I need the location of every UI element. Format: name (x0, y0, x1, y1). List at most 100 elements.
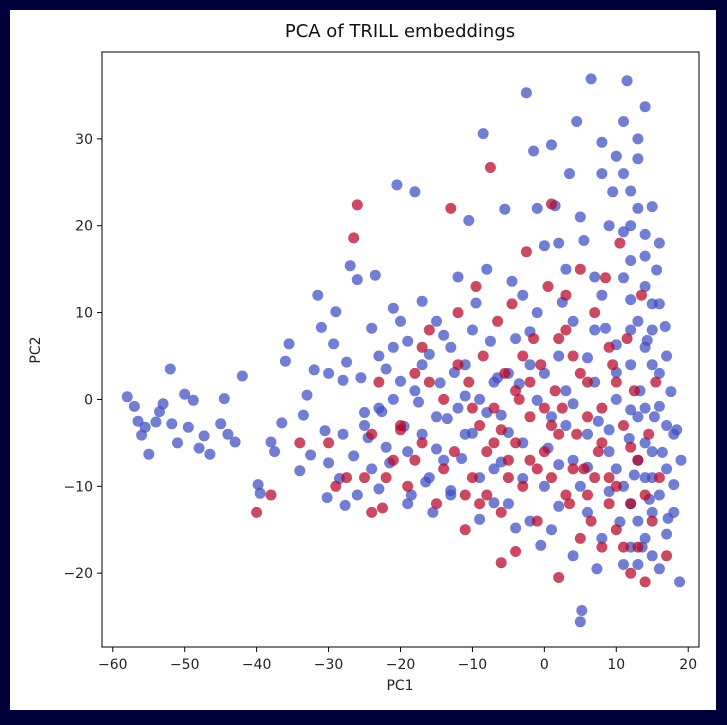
scatter-point (639, 532, 651, 544)
scatter-point (585, 73, 597, 85)
scatter-point (646, 359, 658, 371)
scatter-point (646, 446, 658, 458)
scatter-point (589, 324, 601, 336)
scatter-point (474, 498, 486, 510)
scatter-point (377, 502, 388, 514)
scatter-point (301, 389, 313, 401)
scatter-point (549, 385, 561, 397)
scatter-point (402, 480, 414, 492)
scatter-point (653, 400, 665, 412)
scatter-point (373, 483, 385, 495)
scatter-point (596, 136, 608, 148)
scatter-point (632, 315, 644, 327)
scatter-point (625, 441, 637, 453)
scatter-point (582, 489, 593, 501)
scatter-point (229, 436, 241, 448)
scatter-point (265, 489, 277, 501)
scatter-point (499, 203, 511, 215)
scatter-point (574, 480, 586, 492)
scatter-point (524, 454, 536, 466)
scatter-point (632, 541, 644, 553)
scatter-point (632, 133, 644, 145)
scatter-point (463, 376, 475, 388)
scatter-point (653, 489, 665, 501)
scatter-point (625, 220, 637, 232)
scatter-point (276, 417, 288, 429)
y-tick-label: −10 (63, 479, 93, 495)
scatter-point (648, 411, 660, 423)
scatter-point (592, 446, 604, 458)
scatter-point (661, 420, 673, 431)
scatter-point (517, 480, 529, 492)
scatter-point (621, 75, 633, 87)
scatter-point (625, 185, 637, 197)
x-tick-label: 0 (540, 657, 549, 673)
scatter-point (567, 315, 579, 327)
scatter-point (481, 489, 493, 501)
scatter-point (431, 498, 442, 510)
y-tick-label: 0 (84, 392, 93, 408)
scatter-point (607, 359, 619, 371)
scatter-point (632, 202, 644, 214)
scatter-point (546, 420, 557, 431)
scatter-point (150, 416, 162, 428)
scatter-point (337, 428, 349, 440)
scatter-point (560, 420, 572, 431)
scatter-point (564, 498, 575, 510)
scatter-point (610, 376, 622, 388)
scatter-point (337, 374, 349, 386)
scatter-point (506, 275, 518, 287)
scatter-point (423, 348, 435, 360)
scatter-point (582, 352, 593, 364)
y-tick-label: −20 (63, 566, 93, 582)
scatter-point (628, 385, 640, 397)
y-tick-label: 10 (75, 306, 93, 322)
scatter-point (427, 506, 439, 518)
scatter-point (445, 202, 457, 214)
scatter-point (438, 463, 450, 475)
scatter-point (409, 367, 421, 379)
x-axis-label: PC1 (386, 678, 413, 694)
scatter-point (359, 420, 370, 431)
scatter-point (535, 359, 547, 371)
scatter-point (553, 237, 565, 249)
x-axis: −60 −50 −40 −30 −20 −10 0 10 20 (98, 647, 697, 673)
scatter-point (359, 407, 370, 418)
scatter-point (582, 411, 593, 423)
scatter-point (128, 400, 140, 412)
scatter-point (646, 506, 658, 518)
scatter-point (330, 480, 342, 492)
scatter-point (603, 220, 615, 232)
scatter-point (675, 454, 687, 466)
scatter-point (639, 437, 651, 449)
scatter-point (618, 559, 629, 570)
scatter-point (596, 402, 608, 414)
scatter-point (477, 128, 489, 140)
scatter-point (319, 425, 331, 437)
scatter-point (535, 539, 547, 551)
scatter-point (596, 289, 608, 301)
scatter-point (474, 513, 486, 525)
scatter-point (632, 454, 644, 466)
scatter-point (456, 453, 468, 464)
scatter-point (179, 388, 191, 400)
scatter-point (305, 449, 317, 461)
scatter-point (251, 506, 263, 518)
scatter-point (452, 402, 464, 414)
scatter-point (488, 463, 500, 475)
scatter-point (625, 404, 637, 416)
scatter-point (470, 281, 482, 292)
scatter-point (218, 393, 230, 405)
scatter-point (603, 498, 615, 510)
scatter-point (600, 322, 611, 334)
scatter-point (265, 436, 277, 448)
scatter-point (531, 394, 543, 406)
scatter-point (646, 324, 658, 336)
scatter-point (344, 260, 356, 272)
scatter-point (484, 162, 496, 173)
scatter-point (571, 116, 583, 127)
scatter-point (646, 298, 658, 310)
scatter-point (495, 424, 507, 436)
scatter-point (567, 454, 579, 466)
scatter-point (582, 506, 593, 518)
